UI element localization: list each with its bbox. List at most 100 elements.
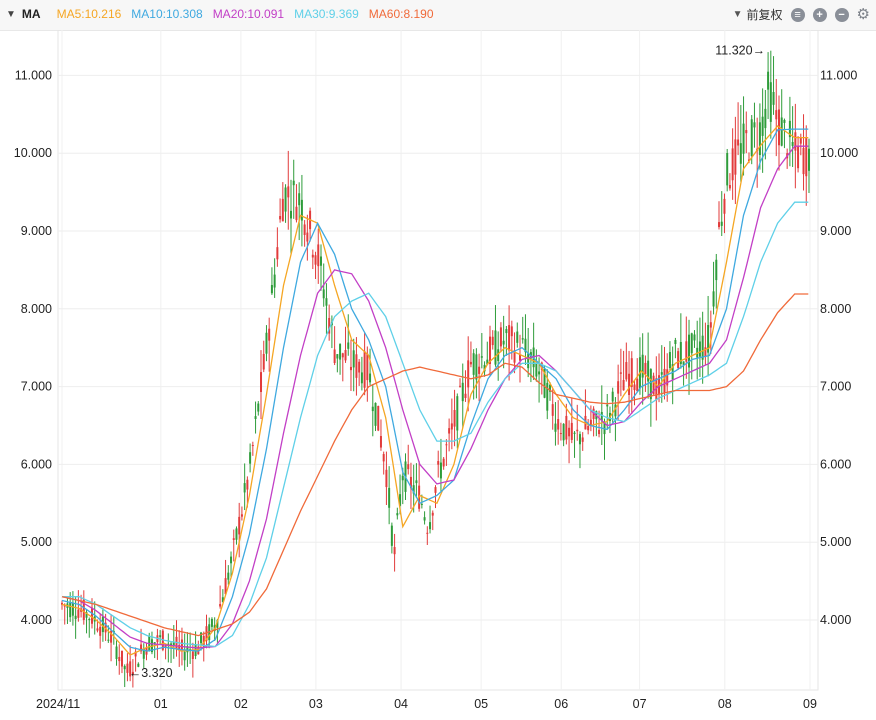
candle-body xyxy=(382,454,385,462)
candle-body xyxy=(472,353,475,375)
candle-body xyxy=(573,432,576,434)
y-tick-label: 7.000 xyxy=(21,380,52,394)
candle-body xyxy=(279,216,282,220)
chevron-down-icon[interactable]: ▼ xyxy=(6,8,16,20)
candle-body xyxy=(164,645,167,648)
candle-body xyxy=(360,372,363,384)
candle-body xyxy=(238,516,241,535)
candle-body xyxy=(232,538,235,540)
candle-body xyxy=(74,615,77,620)
candle-body xyxy=(445,444,448,446)
candle-body xyxy=(546,382,549,411)
candle-body xyxy=(600,411,603,421)
candle-body xyxy=(685,341,688,362)
candle-body xyxy=(439,462,442,479)
candle-body xyxy=(581,437,584,442)
candle-body xyxy=(142,648,145,659)
candle-body xyxy=(183,651,186,661)
legend-ma5: MA5:10.216 xyxy=(56,7,122,21)
candle-body xyxy=(598,429,601,435)
collapse-icon[interactable]: ≡ xyxy=(790,7,805,22)
candle-body xyxy=(377,406,380,431)
candle-body xyxy=(554,423,557,432)
candle-body xyxy=(499,327,502,347)
candle-body xyxy=(538,371,541,375)
candle-body xyxy=(131,671,134,675)
candle-body xyxy=(88,619,91,621)
candle-body xyxy=(508,325,511,351)
candle-body xyxy=(750,119,753,157)
candle-body xyxy=(453,410,456,427)
candle-body xyxy=(690,333,693,354)
remove-icon[interactable]: − xyxy=(834,7,849,22)
candle-body xyxy=(783,119,786,123)
candle-body xyxy=(745,130,748,134)
candles xyxy=(61,50,810,688)
candle-body xyxy=(709,322,712,328)
candle-body xyxy=(314,255,317,265)
candle-body xyxy=(521,338,524,340)
candle-body xyxy=(369,373,372,383)
candle-body xyxy=(96,628,99,631)
candle-body xyxy=(464,393,467,398)
candle-body xyxy=(442,458,445,467)
y-tick-label: 7.000 xyxy=(820,380,851,394)
candle-body xyxy=(739,143,742,164)
candle-body xyxy=(764,108,767,129)
chevron-down-icon: ▼ xyxy=(732,9,743,20)
candle-body xyxy=(407,464,410,470)
candle-body xyxy=(578,434,581,445)
add-icon[interactable]: + xyxy=(812,7,827,22)
candle-body xyxy=(562,423,565,441)
candle-body xyxy=(519,354,522,361)
candle-body xyxy=(129,661,132,677)
candle-body xyxy=(303,224,306,235)
candle-body xyxy=(461,382,464,402)
candle-body xyxy=(513,350,516,363)
y-tick-label: 4.000 xyxy=(21,613,52,627)
candle-body xyxy=(295,206,298,221)
candle-body xyxy=(388,487,391,508)
candle-body xyxy=(281,198,284,222)
x-axis: 2024/11 01 02 03 04 05 06 07 08 09 xyxy=(36,697,817,711)
candle-body xyxy=(104,622,107,633)
candle-body xyxy=(240,514,243,517)
y-tick-label: 11.000 xyxy=(15,68,52,82)
candle-body xyxy=(568,427,571,437)
candle-body xyxy=(758,122,761,156)
gear-icon[interactable]: ⚙ xyxy=(856,5,870,23)
candle-body xyxy=(71,602,74,616)
candle-body xyxy=(475,354,478,380)
ma-lines xyxy=(61,125,809,656)
y-axis-right: 4.000 5.000 6.000 7.000 8.000 9.000 10.000 11.0… xyxy=(820,68,858,627)
candle-body xyxy=(115,646,118,659)
candle-body xyxy=(805,137,808,177)
candle-body xyxy=(606,404,609,407)
candlestick-chart[interactable]: 4.000 5.000 6.000 7.000 8.000 9.000 10.000 11.0… xyxy=(0,30,876,720)
candle-body xyxy=(200,632,203,644)
candle-body xyxy=(284,187,287,212)
candle-body xyxy=(543,368,546,398)
candle-body xyxy=(557,419,560,430)
candle-body xyxy=(712,291,715,307)
candle-body xyxy=(483,364,486,372)
x-tick-label: 04 xyxy=(394,697,408,711)
candle-body xyxy=(426,532,429,534)
plot-frame xyxy=(57,30,819,691)
candle-body xyxy=(290,210,293,219)
candle-body xyxy=(516,331,519,343)
candle-body xyxy=(663,368,666,394)
candle-body xyxy=(718,222,721,228)
candle-body xyxy=(246,479,249,490)
x-tick-label: 03 xyxy=(309,697,323,711)
candle-body xyxy=(611,391,614,402)
y-tick-label: 10.000 xyxy=(14,146,52,160)
candle-body xyxy=(614,404,617,417)
candle-body xyxy=(497,349,500,362)
candle-body xyxy=(587,425,590,431)
indicator-name[interactable]: MA xyxy=(21,7,41,21)
candle-body xyxy=(118,656,121,662)
candle-body xyxy=(652,375,655,395)
candle-body xyxy=(153,642,156,644)
adjust-dropdown[interactable]: ▼ 前复权 xyxy=(733,6,783,23)
